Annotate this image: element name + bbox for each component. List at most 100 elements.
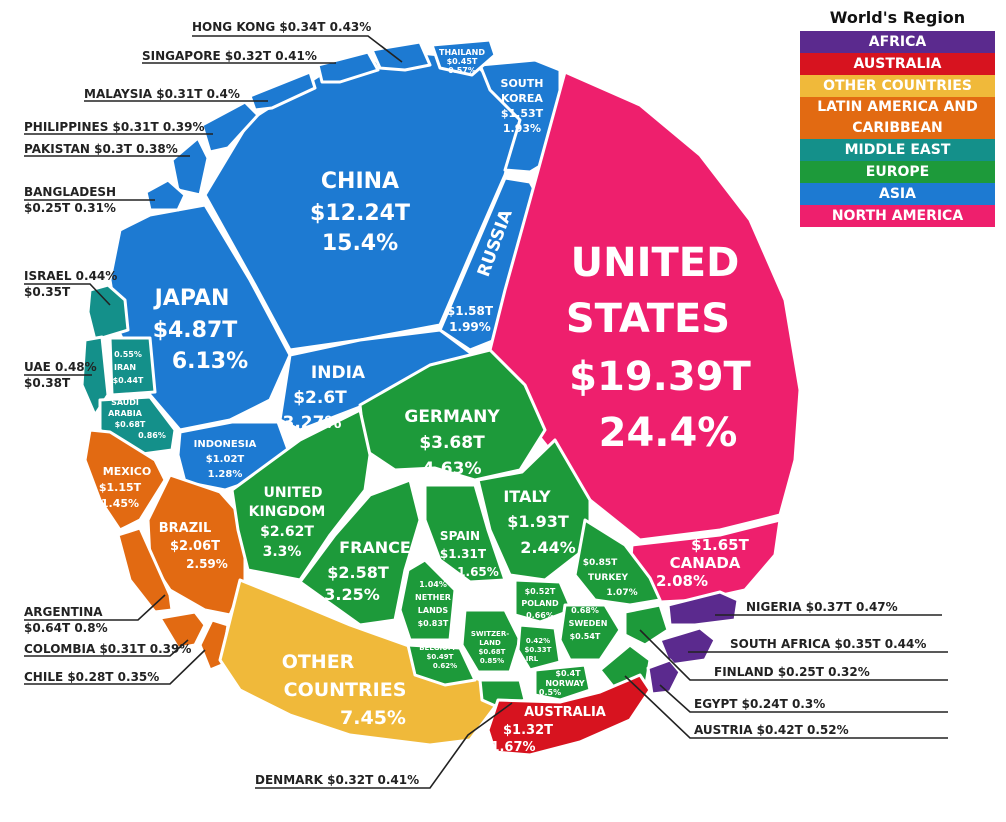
callout-malaysia: MALAYSIA $0.31T 0.4% [84,87,240,101]
japan-value: $4.87T [153,318,238,343]
cell-mexico [83,428,167,532]
callout-uae-name: UAE 0.48% [24,360,97,374]
germany-value: $3.68T [419,433,485,453]
canada-pct: 2.08% [656,572,708,590]
italy-name: ITALY [503,487,551,506]
uk-pct: 3.3% [263,544,302,560]
spain-pct: 1.65% [457,565,499,579]
cell-hong-kong [370,40,432,72]
cell-thailand [430,38,497,77]
china-value: $12.24T [310,201,410,226]
france-pct: 3.25% [324,585,380,604]
belgium-name: BELGIUM [419,644,455,652]
poland-value: $0.52T [525,587,556,596]
cell-switzerland [460,608,522,674]
south-korea-value: $1.53T [501,107,544,120]
cell-turkey [573,518,662,607]
france-value: $2.58T [327,563,389,582]
cell-finland [623,603,670,647]
norway-value: $0.4T [555,669,581,678]
india-pct: 3.27% [283,413,342,433]
callout-pakistan: PAKISTAN $0.3T 0.38% [24,142,178,156]
callout-israel-name: ISRAEL 0.44% [24,269,117,283]
norway-pct: 0.5% [539,688,561,697]
canada-value: $1.65T [691,536,749,554]
cell-germany [358,348,547,482]
uk-value: $2.62T [260,524,314,540]
indonesia-pct: 1.28% [208,469,243,480]
netherlands-pct: 1.04% [419,580,447,589]
netherlands-name: NETHER [415,593,451,602]
italy-value: $1.93T [507,512,569,531]
callout-uae-value: $0.38T [24,376,71,390]
callout-argentina-value: $0.64T 0.8% [24,621,108,635]
cell-egypt [646,658,682,696]
germany-pct: 4.63% [423,459,482,479]
callout-finland: FINLAND $0.25T 0.32% [714,665,870,679]
mexico-name: MEXICO [103,465,151,478]
poland-name: POLAND [521,599,559,608]
saudi-pct: 0.86% [138,431,166,440]
callout-bangladesh-value: $0.25T 0.31% [24,201,116,215]
cell-iran [108,336,157,397]
legend-item-other-countries: OTHER COUNTRIES [800,75,995,97]
russia-pct: 1.99% [449,320,491,334]
china-name: CHINA [321,169,399,194]
thailand-value: $0.45T [447,57,478,66]
cell-sweden [558,603,622,662]
cell-australia [486,673,652,757]
callout-austria: AUSTRIA $0.42T 0.52% [694,723,849,737]
cell-philippines [200,100,260,154]
australia-value: $1.32T [503,723,553,738]
callout-south-africa: SOUTH AFRICA $0.35T 0.44% [730,637,926,651]
switzerland-name2: LAND [479,639,501,647]
uk-name2: KINGDOM [249,504,326,520]
callouts: HONG KONG $0.34T 0.43% SINGAPORE $0.32T … [24,20,926,787]
cell-united-kingdom [230,408,372,582]
cell-bangladesh [144,178,187,212]
cell-nigeria [666,590,740,627]
legend: World's Region AFRICA AUSTRALIA OTHER CO… [800,8,995,227]
netherlands-name2: LANDS [418,606,449,615]
ireland-name: IRL [526,655,539,663]
other-name2: COUNTRIES [284,679,407,701]
turkey-name: TURKEY [588,573,628,583]
russia-value: $1.58T [447,304,494,318]
india-name: INDIA [311,363,366,383]
south-korea-pct: 1.93% [503,122,541,135]
poland-pct: 0.66% [526,611,554,620]
other-name: OTHER [282,651,355,673]
brazil-value: $2.06T [170,539,220,554]
sweden-name: SWEDEN [569,619,608,628]
mexico-pct: 1.45% [101,497,139,510]
cell-ireland [516,623,562,672]
legend-item-africa: AFRICA [800,31,995,53]
cell-poland [513,578,574,624]
cell-belgium [406,643,477,687]
japan-pct: 6.13% [172,349,248,374]
cell-argentina [116,526,174,614]
callout-denmark: DENMARK $0.32T 0.41% [255,773,419,787]
callout-nigeria: NIGERIA $0.37T 0.47% [746,600,898,614]
iran-pct: 0.55% [114,350,142,359]
south-korea-name: SOUTH [501,77,544,90]
france-name: FRANCE [339,538,411,557]
legend-item-north-america: NORTH AMERICA [800,205,995,227]
cell-israel [86,283,130,342]
us-name: UNITED [571,240,740,286]
switzerland-pct: 0.85% [480,657,504,665]
callout-egypt: EGYPT $0.24T 0.3% [694,697,825,711]
us-pct: 24.4% [599,410,738,456]
spain-value: $1.31T [440,547,487,561]
callout-bangladesh-name: BANGLADESH [24,185,116,199]
other-pct: 7.45% [340,707,406,729]
canada-name: CANADA [670,554,741,572]
norway-name: NORWAY [545,679,585,688]
cell-pakistan [170,136,210,197]
callout-singapore: SINGAPORE $0.32T 0.41% [142,49,317,63]
indonesia-value: $1.02T [206,454,245,465]
uk-name: UNITED [263,485,322,501]
us-name2: STATES [566,296,730,342]
callout-colombia: COLOMBIA $0.31T 0.39% [24,642,191,656]
iran-value: $0.44T [113,376,144,385]
